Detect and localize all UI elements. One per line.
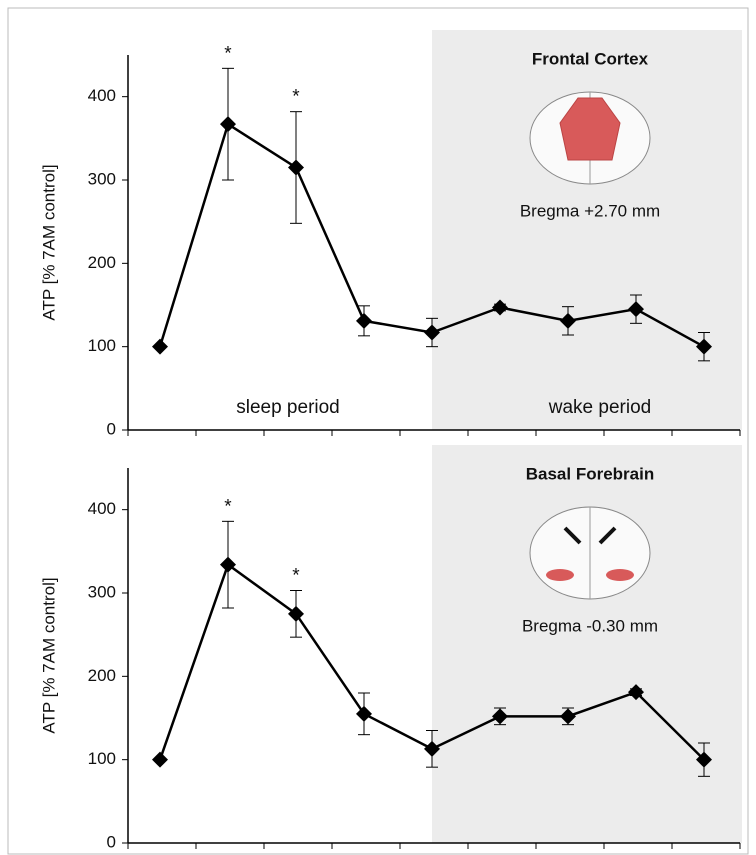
wake-shade xyxy=(432,445,742,843)
data-point xyxy=(696,338,712,355)
y-tick-label: 100 xyxy=(88,749,116,768)
significance-marker: * xyxy=(292,566,300,587)
y-tick-label: 400 xyxy=(88,86,116,105)
data-point xyxy=(696,751,712,768)
y-tick-label: 0 xyxy=(107,832,116,851)
region-highlight xyxy=(546,569,574,581)
significance-marker: * xyxy=(224,496,232,517)
region-highlight xyxy=(559,97,621,161)
period-label: wake period xyxy=(548,397,651,418)
data-point xyxy=(628,684,644,701)
data-point xyxy=(628,301,644,318)
data-point xyxy=(356,312,372,329)
data-point xyxy=(560,312,576,329)
region-highlight xyxy=(606,569,634,581)
data-point xyxy=(492,708,508,725)
y-tick-label: 200 xyxy=(88,253,116,272)
data-point xyxy=(492,299,508,316)
frame xyxy=(7,7,749,855)
data-point xyxy=(152,751,168,768)
y-tick-label: 400 xyxy=(88,499,116,518)
data-point xyxy=(288,159,304,176)
bregma-label: Bregma +2.70 mm xyxy=(520,201,660,220)
y-tick-label: 300 xyxy=(88,582,116,601)
data-point xyxy=(560,708,576,725)
region-title: Frontal Cortex xyxy=(532,49,649,68)
data-point xyxy=(220,556,236,573)
y-tick-label: 200 xyxy=(88,666,116,685)
ventricle xyxy=(563,526,617,545)
panel: 0 100 200 300 400 ATP [% 7AM control] * * Basal … xyxy=(39,445,742,851)
data-point xyxy=(220,116,236,133)
significance-marker: * xyxy=(292,87,300,108)
period-label: sleep period xyxy=(236,397,340,418)
wake-shade xyxy=(432,30,742,430)
data-point xyxy=(356,705,372,722)
y-tick-label: 100 xyxy=(88,336,116,355)
significance-marker: * xyxy=(224,43,232,64)
y-axis-label: ATP [% 7AM control] xyxy=(39,164,58,320)
y-tick-label: 0 xyxy=(107,419,116,438)
bregma-label: Bregma -0.30 mm xyxy=(522,616,658,635)
data-point xyxy=(424,740,440,757)
y-tick-label: 300 xyxy=(88,169,116,188)
data-point xyxy=(152,338,168,355)
data-point xyxy=(424,324,440,341)
y-axis-label: ATP [% 7AM control] xyxy=(39,577,58,733)
data-point xyxy=(288,605,304,622)
region-title: Basal Forebrain xyxy=(526,464,655,483)
panel: 0 100 200 300 400 ATP [% 7AM control] * * sleep … xyxy=(39,30,742,438)
